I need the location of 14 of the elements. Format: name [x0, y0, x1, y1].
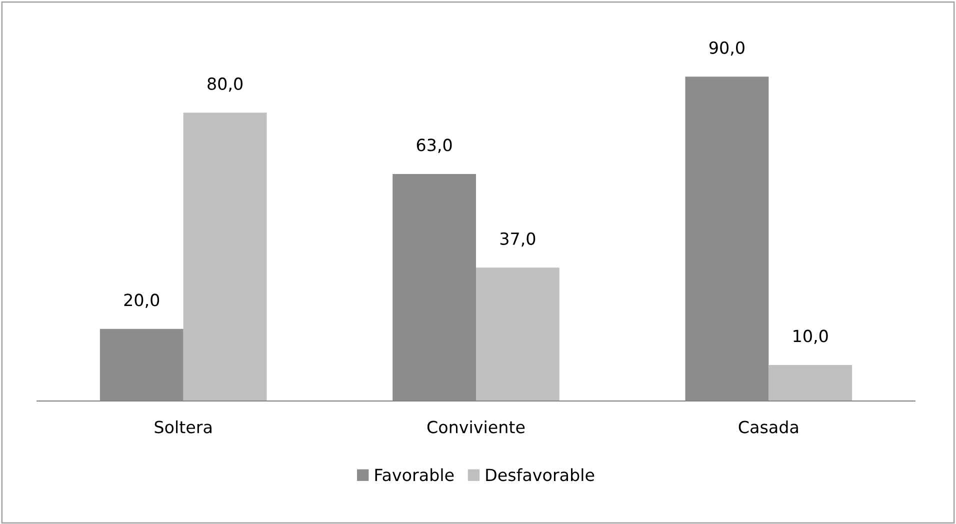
data-label: 10,0: [794, 330, 828, 344]
bar: [476, 268, 560, 401]
x-tick-label: Casada: [738, 420, 798, 434]
legend-label: Favorable: [375, 468, 454, 482]
data-label: 37,0: [500, 232, 536, 247]
bar: [768, 364, 852, 401]
x-tick-label: Conviviente: [427, 420, 525, 434]
x-tick-label: Soltera: [154, 420, 212, 434]
data-label: 20,0: [124, 294, 160, 308]
data-label: 90,0: [709, 41, 744, 56]
data-label: 80,0: [208, 77, 242, 92]
bar: [183, 112, 267, 401]
data-label: 63,0: [416, 138, 452, 153]
legend-label: Desfavorable: [486, 468, 594, 482]
